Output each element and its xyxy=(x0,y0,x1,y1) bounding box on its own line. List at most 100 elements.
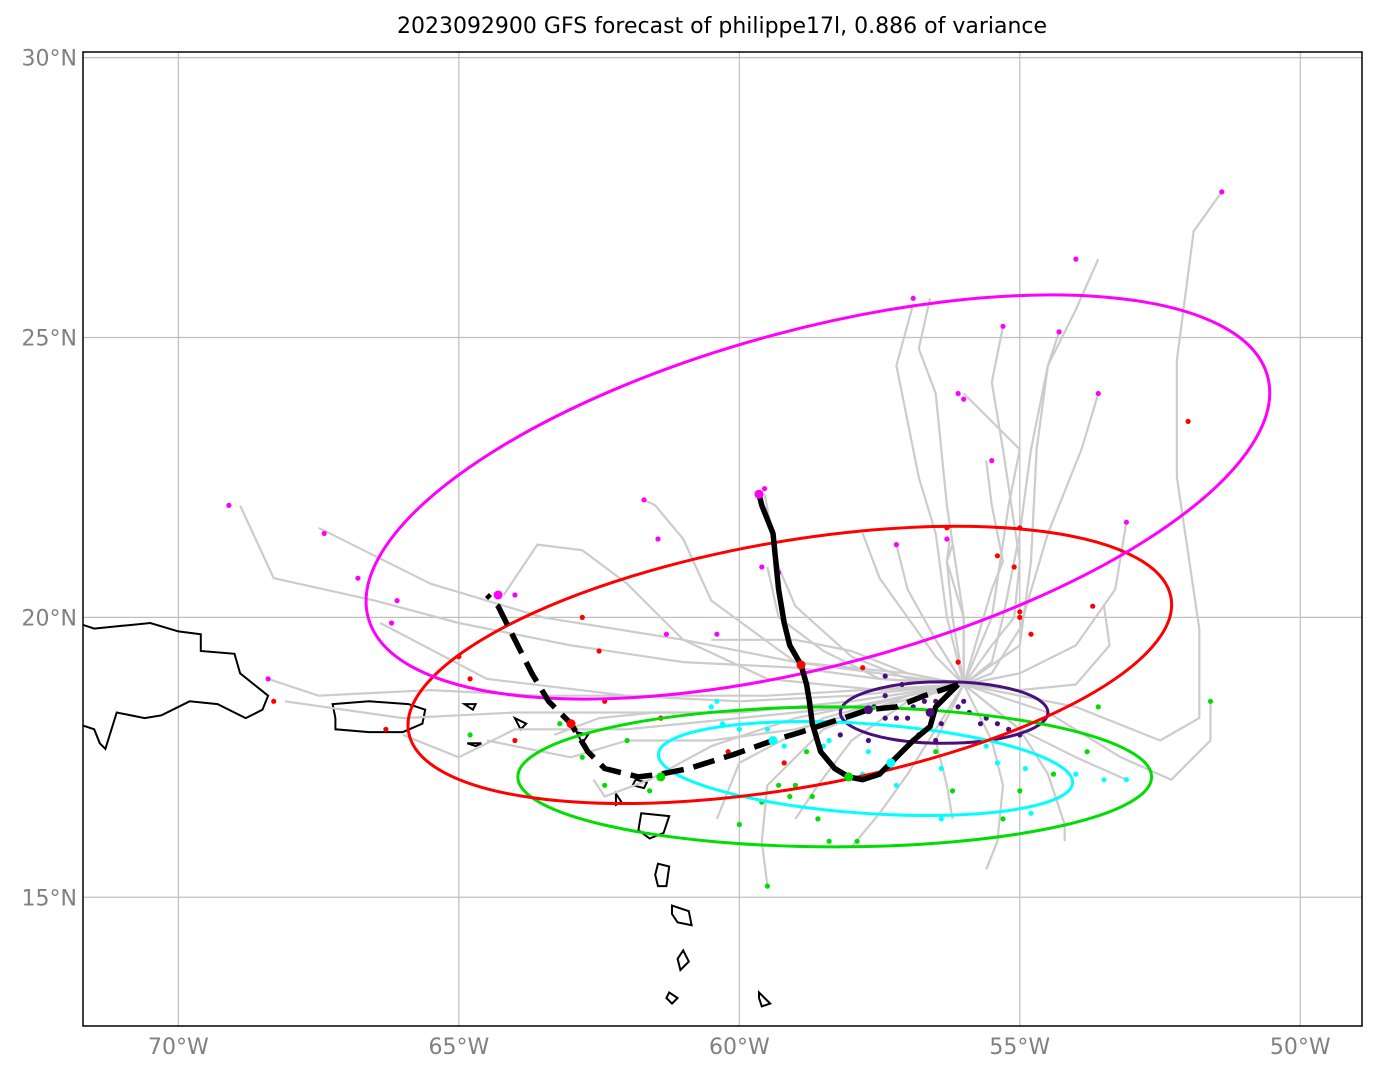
ensemble-point xyxy=(989,458,995,464)
ensemble-track xyxy=(592,683,964,798)
ensemble-point xyxy=(1073,771,1079,777)
ensemble-point xyxy=(1207,698,1214,704)
ensemble-point xyxy=(781,760,787,766)
ensemble-point xyxy=(961,396,967,402)
ensemble-point xyxy=(579,754,585,760)
ensemble-point xyxy=(787,793,793,800)
ensemble-point xyxy=(1073,256,1079,262)
ensemble-point xyxy=(714,698,720,704)
ensemble-point xyxy=(1123,777,1129,783)
mean-track-marker xyxy=(566,719,576,729)
ensemble-track xyxy=(895,303,965,685)
mean-track-marker xyxy=(656,772,666,782)
ensemble-point xyxy=(355,575,361,581)
ensemble-point xyxy=(1011,564,1017,570)
ensemble-point xyxy=(961,698,967,704)
ensemble-point xyxy=(944,536,950,542)
ensemble-point xyxy=(826,737,832,744)
ensemble-point xyxy=(388,620,395,626)
ensemble-point xyxy=(938,721,944,727)
mean-track-dashed xyxy=(484,593,959,780)
ensemble-point xyxy=(1084,749,1090,755)
ensemble-point xyxy=(933,749,939,755)
ensemble-point xyxy=(1095,390,1101,397)
ensemble-point xyxy=(977,721,984,727)
ensemble-point xyxy=(596,648,602,654)
ensemble-point xyxy=(804,749,810,755)
ensemble-point xyxy=(882,693,888,699)
ensemble-track xyxy=(318,526,964,686)
mean-tracks xyxy=(484,489,961,783)
island-coast xyxy=(461,703,478,712)
y-axis-ticks: 15°N 20°N 25°N 30°N xyxy=(22,47,77,912)
x-tick-label: 50°W xyxy=(1270,1035,1331,1060)
island-coast xyxy=(512,715,528,731)
ensemble-point xyxy=(781,743,787,749)
ensemble-point xyxy=(854,838,860,844)
ensemble-point xyxy=(512,592,518,598)
x-tick-label: 70°W xyxy=(148,1035,209,1060)
ensemble-point xyxy=(1095,704,1101,710)
mean-track-marker xyxy=(844,772,854,782)
ensemble-track xyxy=(502,543,964,692)
ensemble-point xyxy=(271,698,277,704)
ensemble-point xyxy=(1101,777,1107,783)
ensemble-point xyxy=(708,704,714,710)
ensemble-track xyxy=(962,326,1021,686)
ensemble-point xyxy=(893,715,900,721)
x-tick-label: 65°W xyxy=(428,1035,489,1060)
ensemble-point xyxy=(955,659,961,665)
ensemble-point xyxy=(467,676,473,682)
ensemble-point xyxy=(764,883,771,889)
ensemble-point xyxy=(865,737,872,744)
uncertainty-ellipses xyxy=(364,293,1272,849)
ensemble-track xyxy=(267,677,964,697)
ensemble-point xyxy=(1022,765,1028,772)
mean-track-marker xyxy=(754,489,764,499)
plot-frame xyxy=(82,51,1363,1027)
hispaniola-coast xyxy=(83,621,270,751)
ensemble-point xyxy=(837,732,843,738)
mean-track-marker xyxy=(863,705,873,715)
ensemble-point xyxy=(938,816,944,822)
ensemble-point xyxy=(1056,329,1062,335)
ensemble-point xyxy=(394,598,400,604)
ensemble-point xyxy=(714,631,720,637)
ensemble-point xyxy=(1028,810,1034,816)
ensemble-point xyxy=(1017,609,1023,615)
ensemble-track xyxy=(962,392,1021,685)
ensemble-track xyxy=(963,522,1128,686)
ellipse-magenta xyxy=(364,293,1272,701)
ellipse-cyan xyxy=(656,720,1075,817)
ensemble-points xyxy=(226,189,1225,889)
ensemble-point xyxy=(882,715,888,721)
mean-track-marker xyxy=(886,758,896,768)
ensemble-point xyxy=(955,704,961,710)
ensemble-track xyxy=(379,622,964,703)
ensemble-point xyxy=(1017,614,1023,621)
ensemble-point xyxy=(938,765,944,772)
island-coast xyxy=(665,990,680,1006)
ensemble-point xyxy=(776,782,782,788)
ensemble-point xyxy=(602,782,608,788)
ensemble-point xyxy=(792,782,799,788)
ensemble-track xyxy=(962,684,1005,870)
ensemble-point xyxy=(1000,816,1006,822)
ensemble-point xyxy=(1123,519,1129,525)
ellipse-green xyxy=(516,705,1154,849)
ensemble-point xyxy=(265,676,271,682)
ensemble-point xyxy=(226,502,232,508)
ensemble-track xyxy=(963,393,1100,686)
ensemble-point xyxy=(1219,189,1225,195)
ensemble-point xyxy=(579,614,585,621)
ensemble-track xyxy=(239,504,964,686)
ensemble-point xyxy=(655,536,661,542)
ensemble-point xyxy=(809,793,815,800)
ensemble-track xyxy=(917,298,965,685)
island-coast xyxy=(654,862,671,888)
ensemble-point xyxy=(905,715,911,721)
y-tick-label: 30°N xyxy=(22,47,77,72)
ellipse-red xyxy=(406,524,1174,806)
ensemble-point xyxy=(663,631,670,637)
